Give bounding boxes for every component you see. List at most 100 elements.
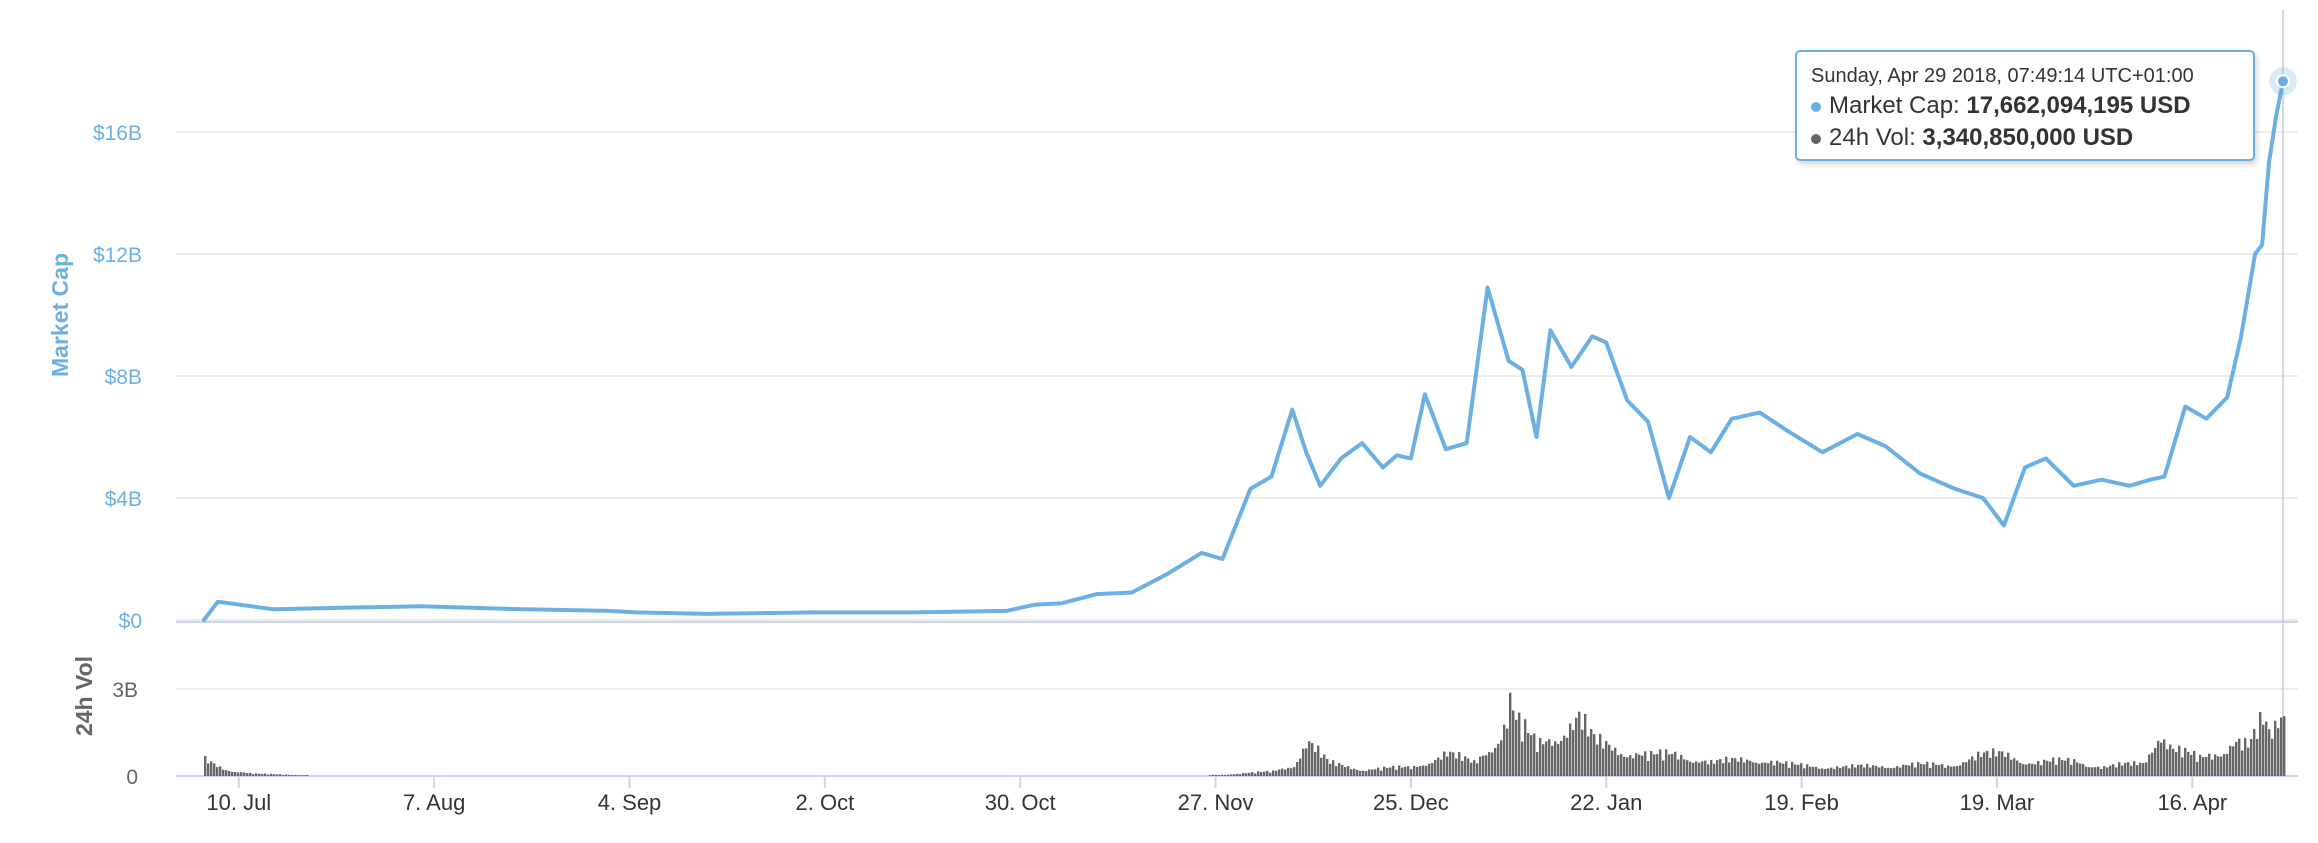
x-tick-label: 7. Aug [403, 790, 465, 815]
volume-bar [2178, 745, 2181, 776]
volume-bar [1929, 767, 1932, 776]
volume-bar [1791, 762, 1794, 776]
volume-bar [1290, 768, 1293, 776]
volume-bar [1662, 760, 1665, 776]
volume-bar [1638, 754, 1641, 776]
volume-bar [252, 774, 255, 776]
volume-bar [1680, 754, 1683, 776]
volume-bar [1947, 765, 1950, 776]
volume-bar [2100, 768, 2103, 776]
volume-bar [2031, 763, 2034, 776]
volume-bar [1800, 763, 1803, 776]
volume-bar [1854, 767, 1857, 776]
volume-bar [1404, 766, 1407, 776]
volume-bar [2235, 742, 2238, 776]
volume-bar [1302, 748, 1305, 776]
volume-bar [2214, 754, 2217, 776]
volume-bar [1332, 760, 1335, 776]
volume-bar [1362, 770, 1365, 776]
volume-bar [1221, 774, 1224, 776]
volume-bar [1857, 764, 1860, 776]
volume-bar [1770, 760, 1773, 776]
volume-bar [2028, 763, 2031, 776]
volume-bar [2265, 721, 2268, 776]
volume-bar [1827, 768, 1830, 776]
volume-bar [1383, 766, 1386, 776]
volume-bar [1716, 760, 1719, 776]
volume-bar [2112, 764, 2115, 776]
volume-bar [1737, 761, 1740, 776]
volume-bar [2226, 753, 2229, 776]
volume-bar [2025, 764, 2028, 776]
volume-bar [1239, 774, 1242, 776]
volume-bar [1437, 757, 1440, 776]
volume-bar [1401, 767, 1404, 776]
volume-bar [2070, 764, 2073, 776]
volume-bar [1374, 769, 1377, 776]
volume-bar [1494, 747, 1497, 776]
volume-bar [2160, 742, 2163, 776]
volume-bar [1710, 759, 1713, 776]
volume-bar [1602, 748, 1605, 776]
volume-bar [1833, 768, 1836, 776]
volume-bar [2106, 767, 2109, 776]
market-cap-tick-label: $0 [119, 610, 142, 633]
volume-bar [1503, 724, 1506, 776]
volume-bar [1515, 719, 1518, 776]
market-cap-tick-label: $8B [105, 366, 142, 389]
volume-bar [273, 774, 276, 776]
volume-bar [2220, 756, 2223, 776]
volume-bar [1746, 759, 1749, 776]
volume-tick-label: 3B [112, 679, 138, 702]
volume-bar [1695, 761, 1698, 776]
volume-bar [207, 763, 210, 776]
volume-bar [1419, 765, 1422, 776]
volume-bar [2157, 740, 2160, 776]
volume-bar [1998, 751, 2001, 776]
volume-bar [294, 775, 297, 776]
volume-bar [2172, 748, 2175, 776]
volume-bar [1698, 762, 1701, 776]
volume-bar [1824, 768, 1827, 776]
volume-bar [2184, 747, 2187, 776]
volume-bar [1251, 772, 1254, 776]
volume-bar [2022, 764, 2025, 776]
volume-bar [1650, 751, 1653, 776]
volume-bar [1542, 744, 1545, 776]
market-cap-tick-label: $12B [93, 244, 142, 267]
volume-bar [1575, 717, 1578, 776]
volume-bar [2127, 762, 2130, 776]
volume-bar [1389, 767, 1392, 776]
volume-bar [1752, 762, 1755, 776]
volume-bar [1599, 733, 1602, 776]
x-tick-label: 19. Mar [1960, 790, 2035, 815]
volume-bar [1911, 762, 1914, 776]
volume-bar [1665, 749, 1668, 776]
volume-bar [1551, 745, 1554, 776]
volume-bar [1917, 762, 1920, 776]
volume-bar [2064, 760, 2067, 776]
volume-bar [1491, 752, 1494, 776]
volume-bar [2280, 717, 2283, 776]
x-tick-label: 30. Oct [985, 790, 1056, 815]
volume-bar [1536, 752, 1539, 776]
volume-bar [1740, 757, 1743, 776]
volume-bar [1257, 771, 1260, 776]
volume-bar [1227, 774, 1230, 776]
volume-bar [1326, 758, 1329, 776]
volume-bar [1812, 766, 1815, 776]
volume-bar [1449, 751, 1452, 776]
volume-bar [1314, 752, 1317, 776]
volume-bar [225, 770, 228, 776]
volume-bar [2148, 754, 2151, 776]
volume-bar [2088, 767, 2091, 776]
volume-bar [2211, 759, 2214, 776]
volume-bar [1878, 767, 1881, 776]
volume-bar [1632, 758, 1635, 776]
volume-bar [1581, 729, 1584, 776]
market-cap-dot-icon [1811, 101, 1821, 112]
volume-bar [1293, 767, 1296, 776]
volume-bar [1482, 755, 1485, 776]
tooltip-date: Sunday, Apr 29 2018, 07:49:14 UTC+01:00 [1811, 65, 2194, 87]
volume-bar [1605, 740, 1608, 776]
